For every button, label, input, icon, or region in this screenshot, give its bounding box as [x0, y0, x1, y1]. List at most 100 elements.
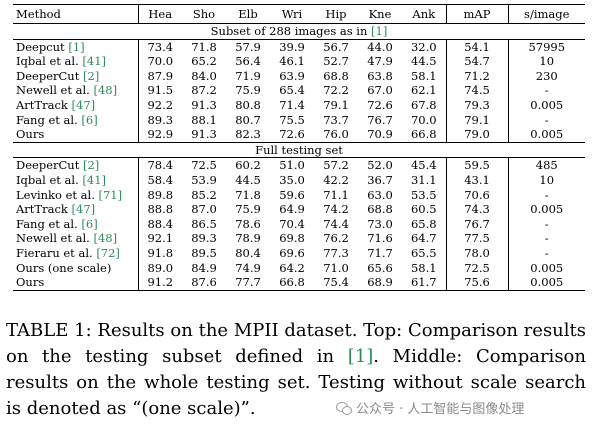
- value-cell: 60.2: [235, 158, 261, 173]
- table-body: Subset of 288 images as in [1] Deepcut [1…: [13, 23, 585, 291]
- value-cell: 91.2: [138, 275, 182, 291]
- value-cell: 75.4: [314, 275, 358, 291]
- value-cell: 44.5: [235, 172, 261, 187]
- citation-link[interactable]: [2]: [82, 158, 100, 173]
- value-cell: 91.5: [147, 83, 174, 98]
- caption-citation-link[interactable]: [1]: [347, 346, 374, 367]
- method-name: Ours (one scale): [16, 260, 112, 275]
- section-title-text: Full testing set: [255, 142, 343, 157]
- value-cell: 31.1: [410, 172, 437, 187]
- value-cell: 76.2: [323, 231, 349, 246]
- value-cell: 91.8: [147, 245, 174, 260]
- value-cell: 44.5: [410, 54, 437, 69]
- value-cell: 10: [507, 172, 585, 188]
- value-cell: 86.5: [191, 216, 217, 231]
- citation-link[interactable]: [2]: [82, 68, 100, 83]
- table-row: DeeperCut [2] 87.9 84.0 71.9 63.9 68.8 63.8 58.…: [13, 68, 585, 84]
- value-cell: 87.2: [191, 83, 217, 98]
- value-cell: 65.2: [191, 54, 217, 69]
- value-cell: 77.3: [323, 245, 349, 260]
- value-cell: 57995: [507, 39, 585, 55]
- value-cell: 76.0: [323, 127, 349, 142]
- column-header: Wri: [270, 4, 314, 24]
- citation-link[interactable]: [48]: [93, 231, 118, 246]
- watermark-text: 公众号 · 人工智能与图像处理: [356, 402, 525, 417]
- table-row: Fang et al. [6] 89.3 88.1 80.7 75.5 73.7 76.7 7…: [13, 112, 585, 128]
- value-cell: 46.1: [279, 54, 305, 69]
- method-name: Levinko et al.: [16, 187, 99, 202]
- citation-link[interactable]: [1]: [68, 39, 85, 54]
- method-cell: ArtTrack [47]: [13, 97, 139, 113]
- value-cell: 64.7: [410, 231, 437, 246]
- section-header-row: Full testing set: [13, 141, 585, 159]
- section-title: Full testing set: [13, 141, 585, 159]
- citation-link[interactable]: [41]: [82, 172, 106, 187]
- value-cell: 88.4: [147, 216, 174, 231]
- citation-link[interactable]: [6]: [81, 216, 98, 231]
- method-cell: Deepcut [1]: [13, 39, 139, 55]
- table-row: Ours 91.2 87.6 77.7 66.8 75.4 68.9 61.7 75.6 0.00…: [13, 275, 585, 291]
- value-cell: 71.2: [445, 68, 508, 84]
- value-cell: 63.9: [279, 68, 305, 83]
- column-header: mAP: [445, 4, 508, 24]
- value-cell: 72.5: [191, 158, 217, 173]
- watermark: 公众号 · 人工智能与图像处理: [336, 398, 524, 417]
- citation-link[interactable]: [6]: [81, 112, 98, 127]
- method-cell: Fieraru et al. [72]: [13, 245, 139, 261]
- value-cell: 68.8: [323, 68, 349, 83]
- citation-link[interactable]: [47]: [71, 202, 96, 217]
- value-cell: 230: [507, 68, 585, 84]
- value-cell: 76.7: [367, 112, 393, 127]
- value-cell: -: [507, 231, 585, 246]
- value-cell: 89.8: [147, 187, 174, 202]
- value-cell: 79.1: [445, 112, 508, 128]
- value-cell: 72.2: [323, 83, 349, 98]
- method-name: Fang et al.: [16, 112, 82, 127]
- value-cell: 58.1: [410, 260, 437, 275]
- citation-link[interactable]: [47]: [71, 97, 96, 112]
- value-cell: 71.9: [235, 68, 261, 83]
- method-name: Newell et al.: [16, 83, 94, 98]
- method-cell: Iqbal et al. [41]: [13, 172, 139, 188]
- value-cell: 78.4: [147, 158, 174, 173]
- value-cell: 89.0: [147, 260, 174, 275]
- citation-link[interactable]: [72]: [96, 245, 120, 260]
- value-cell: 84.0: [191, 68, 217, 83]
- value-cell: 67.8: [410, 97, 437, 112]
- value-cell: 51.0: [279, 158, 305, 173]
- value-cell: 54.1: [445, 39, 508, 55]
- value-cell: 58.4: [147, 172, 174, 187]
- method-cell: Ours: [13, 127, 139, 143]
- value-cell: 68.8: [367, 202, 393, 217]
- value-cell: 89.5: [191, 245, 217, 260]
- value-cell: 58.1: [410, 68, 437, 83]
- value-cell: -: [507, 83, 585, 98]
- value-cell: 35.0: [279, 172, 305, 187]
- table-row: Levinko et al. [71] 89.8 85.2 71.8 59.6 71.1 6…: [13, 187, 585, 203]
- citation-link[interactable]: [41]: [82, 54, 106, 69]
- value-cell: 52.7: [323, 54, 349, 69]
- value-cell: 10: [507, 54, 585, 69]
- value-cell: 64.2: [279, 260, 305, 275]
- value-cell: 66.8: [270, 275, 314, 291]
- value-cell: 57.2: [323, 158, 349, 173]
- citation-link[interactable]: [48]: [93, 83, 118, 98]
- method-name: Newell et al.: [16, 231, 94, 246]
- value-cell: 45.4: [410, 158, 437, 173]
- value-cell: 69.6: [279, 245, 305, 260]
- value-cell: 56.4: [235, 54, 261, 69]
- value-cell: 43.1: [445, 172, 508, 188]
- value-cell: -: [507, 187, 585, 203]
- value-cell: 79.3: [445, 97, 508, 113]
- method-cell: ArtTrack [47]: [13, 202, 139, 217]
- value-cell: 72.6: [279, 127, 305, 142]
- value-cell: 59.5: [445, 157, 508, 173]
- section-title: Subset of 288 images as in [1]: [13, 23, 585, 40]
- value-cell: 70.0: [410, 112, 437, 127]
- citation-link[interactable]: [71]: [98, 187, 123, 202]
- citation-link[interactable]: [1]: [371, 24, 388, 38]
- column-header: Method: [13, 4, 139, 24]
- value-cell: 79.0: [445, 127, 508, 143]
- value-cell: 47.9: [367, 54, 393, 69]
- method-name: Ours: [16, 275, 45, 290]
